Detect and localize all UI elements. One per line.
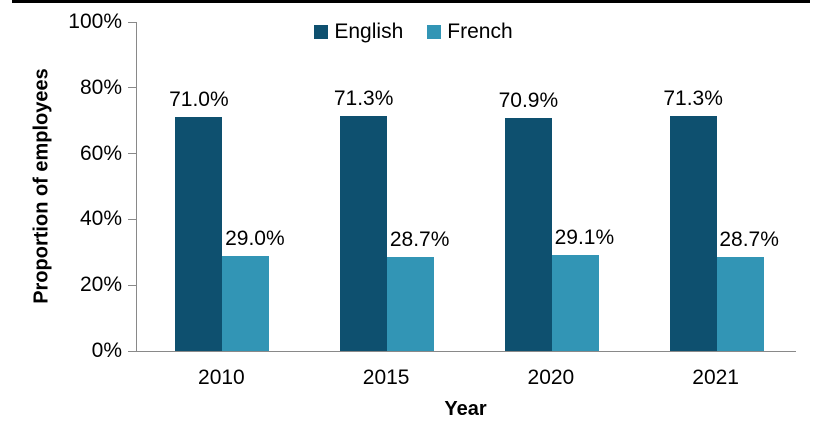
x-axis-tick-label: 2021 bbox=[692, 366, 739, 389]
bar-french-2010 bbox=[222, 255, 270, 351]
legend-label: French bbox=[447, 20, 513, 43]
data-label-french-2010: 29.0% bbox=[225, 226, 285, 250]
data-label-french-2015: 28.7% bbox=[389, 227, 450, 251]
legend-label: English bbox=[334, 20, 404, 43]
x-axis-title: Year bbox=[444, 398, 487, 420]
legend: English French bbox=[0, 20, 827, 44]
y-axis-tick-label: 40% bbox=[79, 207, 122, 231]
bar-english-2021 bbox=[669, 116, 717, 351]
y-axis-tick-label: 20% bbox=[79, 273, 122, 297]
legend-item-french: French bbox=[427, 20, 513, 44]
data-label-english-2021: 71.3% bbox=[663, 87, 723, 111]
y-axis-title: Proportion of employees bbox=[30, 68, 53, 304]
data-label-english-2010: 71.0% bbox=[169, 88, 229, 112]
data-label-french-2020: 29.1% bbox=[554, 226, 615, 250]
y-axis-tick-label: 60% bbox=[79, 141, 122, 165]
bar-french-2020 bbox=[551, 255, 599, 351]
data-label-english-2015: 71.3% bbox=[333, 87, 394, 111]
legend-swatch-icon bbox=[427, 25, 442, 39]
y-axis-tick bbox=[128, 218, 136, 220]
bar-english-2015 bbox=[340, 116, 388, 351]
plot-area: 71.0% 29.0% 71.3% 28.7% 70.9% 29.1% 71.3% 28.7% bbox=[128, 21, 796, 352]
data-label-english-2020: 70.9% bbox=[498, 88, 559, 112]
bar-french-2015 bbox=[387, 256, 435, 351]
bar-english-2020 bbox=[504, 117, 552, 351]
y-axis-tick-label: 100% bbox=[68, 10, 122, 33]
chart-top-border bbox=[12, 0, 810, 3]
y-axis-tick bbox=[128, 21, 136, 23]
y-axis-tick bbox=[128, 153, 136, 155]
legend-swatch-icon bbox=[314, 25, 329, 39]
y-axis-tick bbox=[128, 87, 136, 89]
y-axis-tick-label: 0% bbox=[91, 339, 122, 362]
x-axis-tick-label: 2015 bbox=[362, 366, 410, 389]
legend-item-english: English bbox=[314, 20, 403, 44]
x-axis-tick-label: 2020 bbox=[527, 366, 575, 389]
y-axis-tick-label: 80% bbox=[79, 75, 122, 99]
y-axis-tick bbox=[128, 284, 136, 286]
data-label-french-2021: 28.7% bbox=[719, 227, 779, 251]
bar-french-2021 bbox=[716, 256, 764, 351]
y-axis-tick bbox=[128, 350, 136, 352]
x-axis-tick-label: 2010 bbox=[198, 366, 245, 389]
bar-english-2010 bbox=[175, 117, 223, 351]
